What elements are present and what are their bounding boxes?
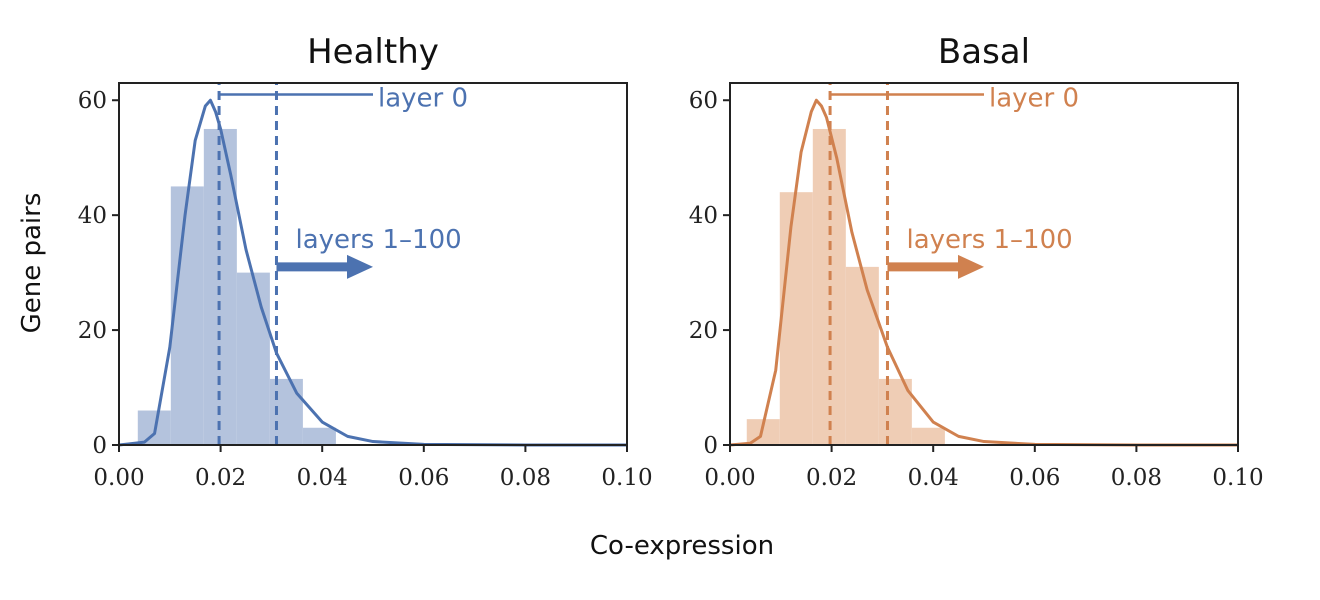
histogram-bar xyxy=(236,272,270,445)
layers-label: layers 1–100 xyxy=(906,225,1072,255)
density-curve xyxy=(729,98,1238,447)
x-tick-label: 0.06 xyxy=(1009,465,1060,491)
x-tick-label: 0.00 xyxy=(704,465,755,491)
y-tick-label: 0 xyxy=(703,433,718,459)
layer0-label: layer 0 xyxy=(378,83,468,113)
histogram-bar xyxy=(269,378,303,445)
x-tick-label: 0.02 xyxy=(195,465,246,491)
y-tick-label: 0 xyxy=(92,433,107,459)
histogram-bar xyxy=(911,427,945,445)
chart-title: Healthy xyxy=(307,32,439,72)
y-axis-label: Gene pairs xyxy=(17,193,47,334)
x-tick-label: 0.02 xyxy=(806,465,857,491)
y-tick-label: 40 xyxy=(78,203,107,229)
y-tick-label: 60 xyxy=(689,88,718,114)
x-tick-label: 0.06 xyxy=(398,465,449,491)
x-tick-label: 0.04 xyxy=(297,465,348,491)
layer0-label: layer 0 xyxy=(989,83,1079,113)
layers-arrow-head xyxy=(958,254,984,279)
x-axis-label: Co-expression xyxy=(590,531,774,561)
y-tick-label: 40 xyxy=(689,203,718,229)
plot-frame xyxy=(729,82,1239,446)
layers-arrow-head xyxy=(347,254,373,279)
x-tick-label: 0.10 xyxy=(601,465,652,491)
x-tick-label: 0.04 xyxy=(908,465,959,491)
x-tick-label: 0.10 xyxy=(1212,465,1263,491)
plot-frame xyxy=(118,82,628,446)
panel-healthy: layer 0 layers 1–100 Healthy 0.00 0.02 0.04 0.… xyxy=(78,32,653,491)
x-tick-label: 0.00 xyxy=(93,465,144,491)
chart-title: Basal xyxy=(938,32,1030,72)
histogram-bar xyxy=(779,192,813,445)
histogram-bar xyxy=(845,266,879,445)
y-tick-label: 60 xyxy=(78,88,107,114)
histogram-bar xyxy=(302,427,336,445)
y-tick-label: 20 xyxy=(689,318,718,344)
x-tick-label: 0.08 xyxy=(1111,465,1162,491)
density-curve xyxy=(118,98,627,447)
histogram-bar xyxy=(170,186,204,445)
x-tick-label: 0.08 xyxy=(500,465,551,491)
layers-label: layers 1–100 xyxy=(295,225,461,255)
panel-basal: layer 0 layers 1–100 Basal 0.00 0.02 0.04 0.06… xyxy=(689,32,1264,491)
y-tick-label: 20 xyxy=(78,318,107,344)
